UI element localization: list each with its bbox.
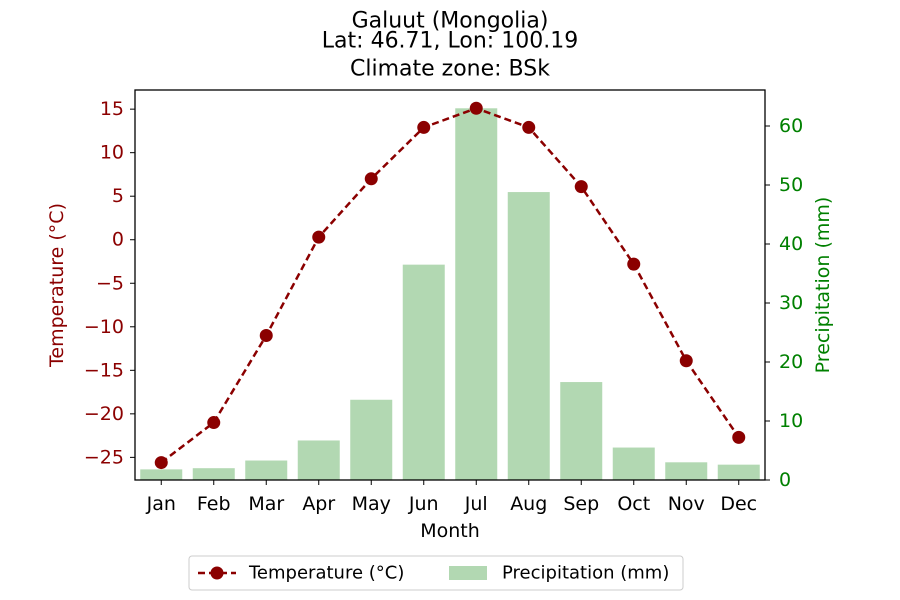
precipitation-bar-jul xyxy=(455,108,498,480)
temperature-point-oct xyxy=(627,257,641,271)
temperature-point-aug xyxy=(522,120,536,134)
temperature-point-dec xyxy=(732,430,746,444)
axes: Jan Feb Mar Apr May Jun Jul Aug Sep Oct Nov Dec −25 −… xyxy=(84,89,803,515)
precipitation-bar-jan xyxy=(140,469,183,480)
left-tick-label: 10 xyxy=(100,142,124,164)
x-tick-label-jan: Jan xyxy=(146,493,176,515)
temperature-point-feb xyxy=(207,416,221,430)
left-tick-label: −15 xyxy=(84,359,124,381)
title-line-2: Lat: 46.71, Lon: 100.19 xyxy=(322,29,578,54)
plot-frame xyxy=(134,89,766,481)
x-tick-label-jun: Jun xyxy=(408,493,439,515)
left-tick-label: 0 xyxy=(112,229,124,251)
temperature-point-jan xyxy=(154,456,168,470)
left-tick-label: 15 xyxy=(100,98,124,120)
right-axis-label: Precipitation (mm) xyxy=(812,197,834,374)
left-tick-label: −20 xyxy=(84,403,124,425)
x-tick-label-sep: Sep xyxy=(563,493,599,515)
left-tick-label: −10 xyxy=(84,316,124,338)
temperature-point-nov xyxy=(679,354,693,368)
precipitation-bar-jun xyxy=(402,264,445,480)
legend-precipitation-swatch xyxy=(449,566,487,580)
title-line-3: Climate zone: BSk xyxy=(350,57,550,82)
precipitation-bar-oct xyxy=(612,447,655,480)
temperature-point-sep xyxy=(574,180,588,194)
precipitation-bar-apr xyxy=(297,440,340,480)
precipitation-bar-nov xyxy=(665,462,708,480)
precipitation-bar-dec xyxy=(717,464,760,480)
right-tick-label: 50 xyxy=(779,174,803,196)
x-tick-label-may: May xyxy=(352,493,391,515)
precipitation-bar-sep xyxy=(560,382,603,480)
right-tick-label: 30 xyxy=(779,292,803,314)
left-axis-label: Temperature (°C) xyxy=(46,203,68,368)
right-tick-label: 60 xyxy=(779,115,803,137)
x-tick-label-jul: Jul xyxy=(464,493,488,515)
x-tick-label-feb: Feb xyxy=(197,493,231,515)
right-tick-label: 40 xyxy=(779,233,803,255)
temperature-point-jun xyxy=(417,120,431,134)
legend: Temperature (°C) Precipitation (mm) xyxy=(188,555,684,591)
temperature-point-apr xyxy=(312,230,326,244)
legend-box xyxy=(188,555,684,591)
chart-title: Galuut (Mongolia) Lat: 46.71, Lon: 100.1… xyxy=(322,9,578,82)
precipitation-bar-may xyxy=(350,399,393,480)
left-tick-label: −25 xyxy=(84,446,124,468)
right-tick-label: 20 xyxy=(779,351,803,373)
legend-temperature-marker xyxy=(210,566,224,580)
x-tick-label-dec: Dec xyxy=(720,493,757,515)
legend-temperature-label: Temperature (°C) xyxy=(248,563,404,584)
x-tick-label-mar: Mar xyxy=(248,493,284,515)
x-tick-label-aug: Aug xyxy=(510,493,547,515)
left-tick-label: −5 xyxy=(96,272,124,294)
right-tick-label: 0 xyxy=(779,469,791,491)
legend-precipitation-label: Precipitation (mm) xyxy=(502,563,669,584)
temperature-line xyxy=(154,101,746,470)
x-tick-label-nov: Nov xyxy=(668,493,705,515)
x-tick-label-oct: Oct xyxy=(617,493,650,515)
temperature-point-jul xyxy=(469,101,483,115)
precipitation-bar-feb xyxy=(192,468,235,480)
precipitation-bar-mar xyxy=(245,460,288,480)
title-line-1: Galuut (Mongolia) xyxy=(352,9,549,34)
right-tick-label: 10 xyxy=(779,410,803,432)
precipitation-bar-aug xyxy=(507,192,550,480)
temperature-point-may xyxy=(364,172,378,186)
x-tick-label-apr: Apr xyxy=(302,493,335,515)
x-axis-label: Month xyxy=(420,520,480,542)
left-tick-label: 5 xyxy=(112,185,124,207)
precipitation-bars xyxy=(140,108,760,480)
temperature-point-mar xyxy=(259,328,273,342)
